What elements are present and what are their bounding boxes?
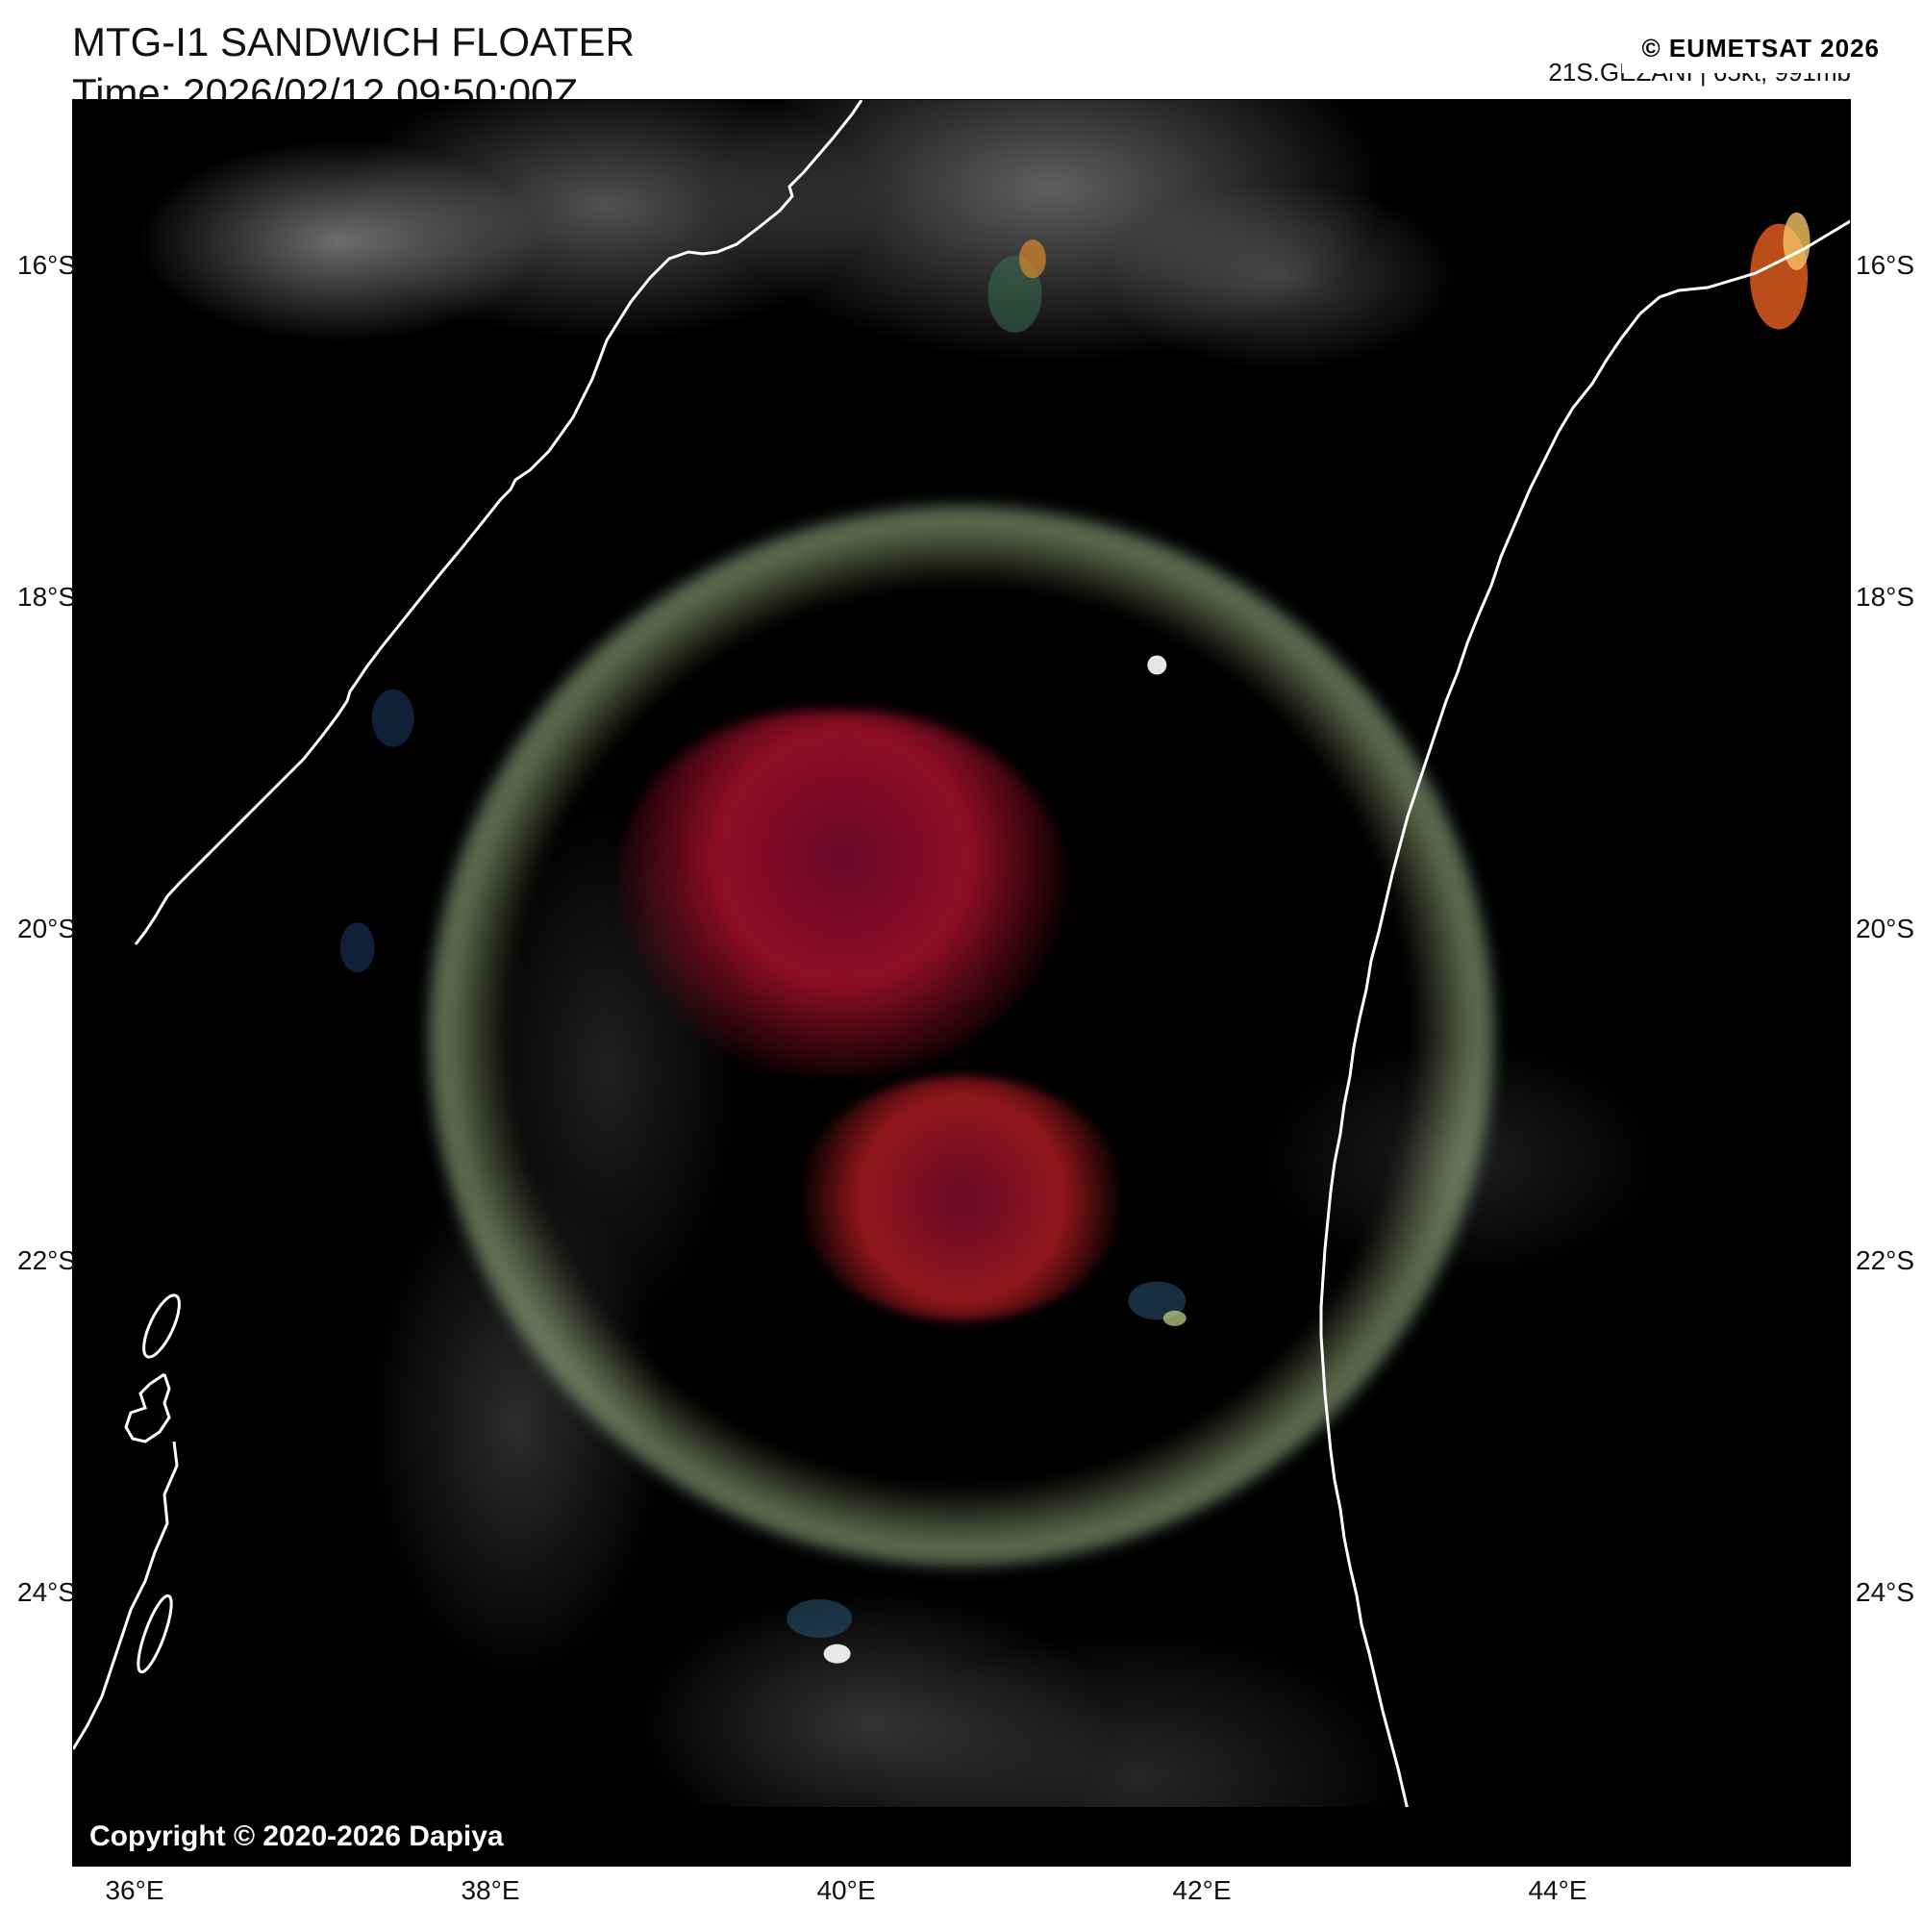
coastline-madagascar (73, 100, 1850, 1866)
lat-label-22-left: 22°S (17, 1245, 76, 1276)
lat-label-18-left: 18°S (17, 582, 76, 613)
eumetsat-copyright-badge: © EUMETSAT 2026 (1622, 24, 1899, 73)
lat-label-20-left: 20°S (17, 914, 76, 944)
lat-label-16-left: 16°S (17, 250, 76, 281)
lon-label-44: 44°E (1514, 1875, 1601, 1906)
copyright-dapiya-text: Copyright © 2020-2026 Dapiya (89, 1820, 504, 1853)
lat-label-24-right: 24°S (1856, 1577, 1914, 1608)
lat-label-20-right: 20°S (1856, 914, 1914, 944)
lon-label-38: 38°E (447, 1875, 534, 1906)
lon-label-42: 42°E (1159, 1875, 1245, 1906)
lon-label-40: 40°E (803, 1875, 889, 1906)
lat-label-24-left: 24°S (17, 1577, 76, 1608)
lat-label-16-right: 16°S (1856, 250, 1914, 281)
lat-label-22-right: 22°S (1856, 1245, 1914, 1276)
lon-label-36: 36°E (91, 1875, 178, 1906)
lat-label-18-right: 18°S (1856, 582, 1914, 613)
copyright-footer-bar: Copyright © 2020-2026 Dapiya (72, 1807, 1851, 1867)
satellite-image[interactable] (72, 99, 1851, 1867)
page-title-line1: MTG-I1 SANDWICH FLOATER (72, 17, 635, 68)
